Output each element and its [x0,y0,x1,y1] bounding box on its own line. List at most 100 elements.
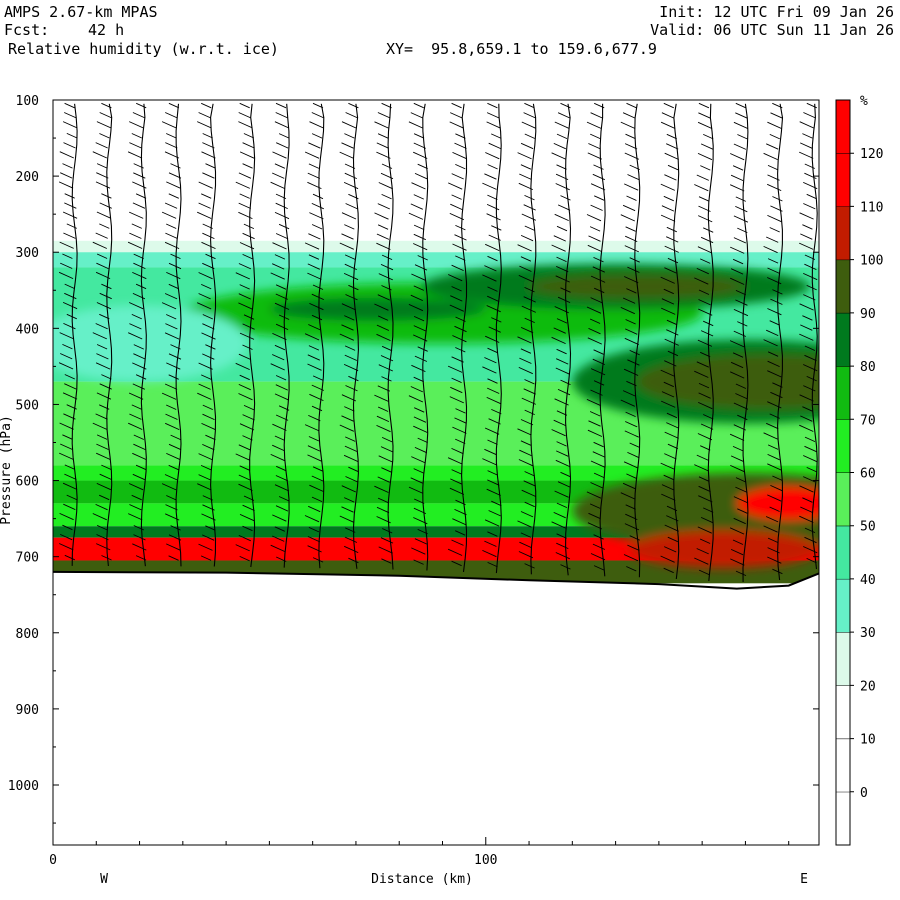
rh-feature-9 [628,530,819,569]
forecast-label: Fcst: [4,21,50,39]
barb-staff-7 [318,103,325,569]
rh-band-0 [53,240,819,253]
colorbar-label: 20 [860,679,876,694]
colorbar-label: 80 [860,360,876,375]
rh-feature-6 [53,305,248,382]
barb-staff-13 [530,103,537,575]
barb-staff-1 [106,103,113,567]
y-tick-label: 200 [16,170,39,185]
init-time: Init: 12 UTC Fri 09 Jan 26 [659,3,894,21]
colorbar-label: 120 [860,147,883,162]
barb-staff-20 [777,103,784,581]
colorbar-label: 100 [860,254,883,269]
colorbar-swatch [836,312,850,367]
y-tick-label: 900 [16,703,39,718]
forecast-hours: 42 h [88,21,125,39]
colorbar-swatch [836,632,850,686]
valid-time: Valid: 06 UTC Sun 11 Jan 26 [650,21,894,39]
east-label: E [800,872,808,887]
colorbar-label: 10 [860,733,876,748]
barb-staff-21 [811,103,818,570]
y-axis-title: Pressure (hPa) [0,415,14,525]
terrain-surface-line [53,570,819,590]
colorbar: 0 10 20 30 40 50 60 70 80 90 100 110 120% [835,94,883,846]
barb-staff-14 [565,103,572,576]
barb-feathers-0 [58,102,78,561]
barb-feathers-21 [799,102,818,564]
west-label: W [100,872,108,887]
barb-feathers-17 [660,102,679,574]
colorbar-swatch [836,525,850,579]
colorbar-label: 30 [860,626,876,641]
barb-feathers-8 [339,102,359,564]
rh-feature-1 [269,297,486,321]
barb-feathers-11 [447,102,467,567]
barb-feathers-14 [551,102,571,570]
barb-staff-8 [352,103,359,569]
barb-feathers-3 [161,102,182,561]
barb-feathers-16 [620,102,640,572]
barb-feathers-6 [270,102,290,562]
rh-feature-8 [736,486,819,521]
colorbar-frame [835,99,851,846]
plot-frame [52,99,820,846]
colorbar-swatch [836,578,850,633]
y-tick-label: 400 [16,322,39,337]
colorbar-swatch [836,472,850,526]
colorbar-swatch [836,419,850,473]
humidity-features [53,263,819,569]
y-tick-label: 100 [16,94,39,109]
rh-band-4 [53,465,819,481]
x-axis-title: Distance (km) [371,872,473,887]
y-tick-label: 500 [16,398,39,413]
colorbar-swatch [836,366,850,420]
rh-band-1 [53,252,819,268]
colorbar-unit: % [860,94,868,109]
colorbar-label: 0 [860,786,868,801]
colorbar-swatch [836,259,850,313]
barb-feathers-18 [694,102,714,576]
terrain [53,570,819,845]
colorbar-label: 50 [860,520,876,535]
barb-feathers-10 [408,102,428,565]
barb-feathers-4 [197,102,216,561]
barb-staff-16 [634,103,641,578]
x-tick-label: 0 [49,853,57,868]
y-tick-label: 300 [16,246,39,261]
y-tick-label: 1000 [8,779,39,794]
model-title: AMPS 2.67-km MPAS [4,3,158,21]
barb-feathers-1 [92,102,112,561]
colorbar-swatch-top [836,100,850,154]
barb-feathers-5 [235,102,255,562]
colorbar-label: 60 [860,467,876,482]
colorbar-label: 110 [860,200,883,215]
barb-feathers-9 [374,102,394,564]
barb-feathers-7 [304,102,324,563]
rh-feature-5 [637,354,819,409]
colorbar-swatch [836,738,850,792]
y-tick-label: 600 [16,475,39,490]
x-tick-label: 100 [474,853,497,868]
colorbar-label: 40 [860,573,876,588]
y-tick-label: 800 [16,627,39,642]
y-tick-label: 700 [16,551,39,566]
wind-barbs [58,102,818,583]
barb-staff-3 [175,103,182,567]
barb-feathers-12 [482,102,502,568]
xy-range: XY= 95.8,659.1 to 159.6,677.9 [386,40,657,58]
colorbar-swatch [836,206,850,260]
barb-feathers-15 [586,102,606,571]
rh-band-7 [53,526,819,538]
barb-feathers-13 [517,102,536,569]
barb-staff-10 [422,103,429,571]
colorbar-swatch [836,791,850,845]
barb-staff-2 [140,103,147,567]
colorbar-swatch [836,153,850,207]
barb-feathers-19 [729,102,749,577]
colorbar-label: 90 [860,307,876,322]
barb-staff-15 [599,103,606,577]
colorbar-label: 70 [860,413,876,428]
below-ground-mask [53,571,819,845]
